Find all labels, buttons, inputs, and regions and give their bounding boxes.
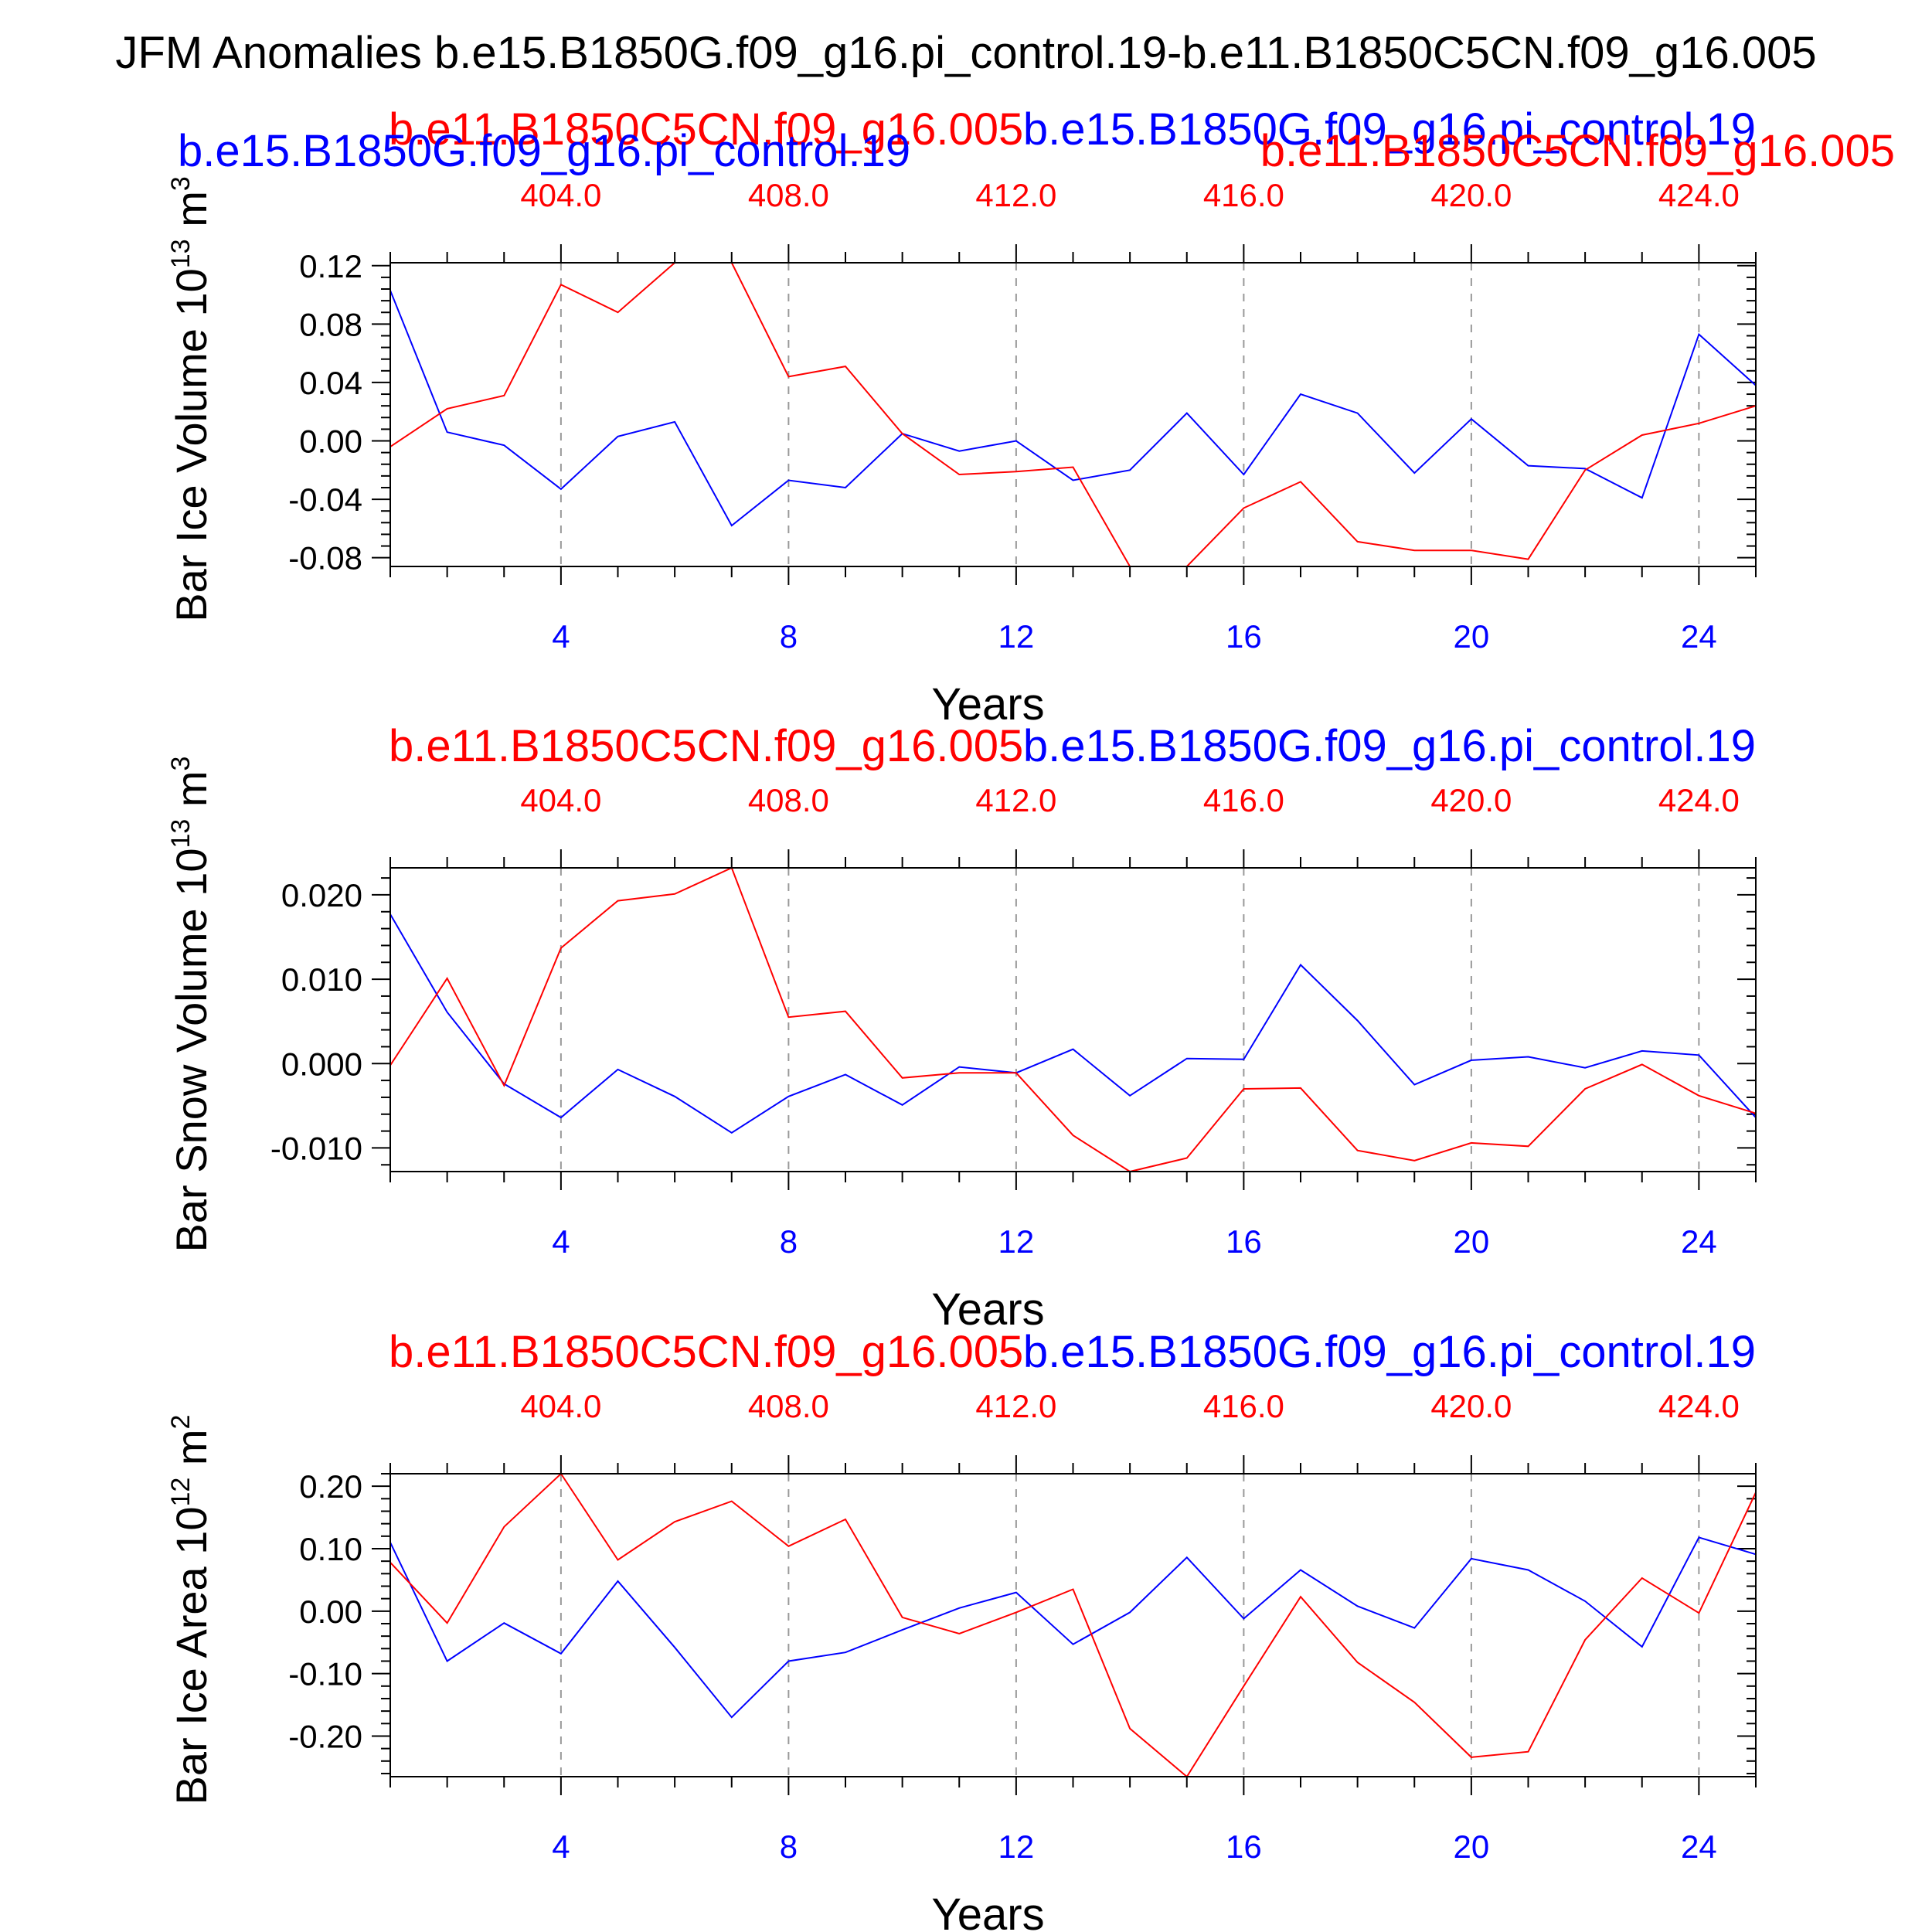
x-tick-label: 4 xyxy=(552,1223,570,1260)
y-axis-title: Bar Snow Volume 1013 m3 xyxy=(166,757,216,1253)
series-label-a-left: b.e15.B1850G.f09_g16.pi_control.19 xyxy=(178,126,910,176)
top-tick-label: 420.0 xyxy=(1430,1388,1512,1424)
plot-frame xyxy=(389,867,1757,1172)
y-tick-label: 0.020 xyxy=(281,877,362,913)
x-tick-label: 12 xyxy=(998,1223,1035,1260)
series-line-1 xyxy=(389,866,1757,1173)
series-line-0 xyxy=(389,913,1757,1134)
y-axis-title-part: Bar Ice Area 10 xyxy=(167,1506,216,1804)
series-label-a: b.e15.B1850G.f09_g16.pi_control.19 xyxy=(1023,721,1756,771)
x-tick-label: 20 xyxy=(1454,1828,1490,1865)
y-tick-label: -0.010 xyxy=(270,1130,362,1166)
x-tick-label: 20 xyxy=(1454,1223,1490,1260)
y-axis-title: Bar Ice Volume 1013 m3 xyxy=(166,176,216,622)
y-tick-label: 0.04 xyxy=(299,365,362,401)
x-tick-label: 12 xyxy=(998,618,1035,655)
y-axis-title-part: Bar Ice Volume 10 xyxy=(167,268,216,622)
series-line-1 xyxy=(389,1472,1757,1778)
series-label-b: b.e11.B1850C5CN.f09_g16.005 xyxy=(389,104,1023,155)
y-tick-label: 0.00 xyxy=(299,1594,362,1630)
series-line-0 xyxy=(389,1536,1757,1719)
x-tick-label: 8 xyxy=(780,618,798,655)
y-axis-title-part: Bar Snow Volume 10 xyxy=(167,848,216,1252)
x-tick-label: 24 xyxy=(1681,618,1717,655)
series-label-b: b.e11.B1850C5CN.f09_g16.005 xyxy=(389,1327,1023,1377)
y-axis-title-superscript: 12 xyxy=(166,1478,196,1507)
y-tick-label: 0.12 xyxy=(299,248,362,284)
y-axis-title-superscript: 3 xyxy=(166,176,196,191)
y-tick-label: 0.010 xyxy=(281,961,362,998)
top-tick-label: 408.0 xyxy=(748,1388,829,1424)
x-tick-label: 24 xyxy=(1681,1828,1717,1865)
series-label-a: b.e15.B1850G.f09_g16.pi_control.19 xyxy=(1023,104,1756,155)
top-tick-label: 408.0 xyxy=(748,177,829,213)
plot-frame xyxy=(389,1473,1757,1777)
panel-bar-snow-volume: -0.010 0.000 0.010 0.020 4 8 12 16 20 24 404.0 408.… xyxy=(166,721,1757,1335)
y-axis-title-superscript: 3 xyxy=(166,757,196,771)
y-axis-title: Bar Ice Area 1012 m2 xyxy=(166,1415,216,1805)
y-tick-label: 0.20 xyxy=(299,1468,362,1505)
y-tick-label: 0.08 xyxy=(299,306,362,342)
y-tick-label: -0.08 xyxy=(288,540,362,577)
x-tick-label: 16 xyxy=(1226,1223,1262,1260)
panel-bar-ice-area: -0.20 -0.10 0.00 0.10 0.20 4 8 12 16 20 24 404.0 408… xyxy=(166,1327,1757,1932)
series-line-0 xyxy=(389,290,1757,527)
panel-bar-ice-volume: -0.08 -0.04 0.00 0.04 0.08 0.12 4 8 12 16 20 24 404.… xyxy=(166,104,1895,730)
y-axis-title-superscript: 13 xyxy=(166,239,196,268)
y-tick-label: -0.10 xyxy=(288,1656,362,1692)
x-axis-title: Years xyxy=(931,1284,1044,1335)
y-tick-label: 0.10 xyxy=(299,1531,362,1567)
x-tick-label: 16 xyxy=(1226,618,1262,655)
y-axis-title-part: m xyxy=(167,191,216,239)
x-tick-label: 24 xyxy=(1681,1223,1717,1260)
figure-title: JFM Anomalies b.e15.B1850G.f09_g16.pi_co… xyxy=(115,28,1816,78)
plot-frame xyxy=(389,262,1757,567)
y-tick-label: -0.04 xyxy=(288,481,362,518)
y-axis-title-part: m xyxy=(167,1429,216,1477)
x-axis-title: Years xyxy=(931,1889,1044,1932)
series-line-1 xyxy=(389,262,1757,567)
top-tick-label: 420.0 xyxy=(1430,177,1512,213)
top-tick-label: 412.0 xyxy=(975,1388,1056,1424)
y-tick-label: 0.000 xyxy=(281,1046,362,1082)
y-tick-label: 0.00 xyxy=(299,423,362,460)
top-tick-label: 404.0 xyxy=(520,782,601,818)
top-tick-label: 416.0 xyxy=(1203,177,1284,213)
y-axis-title-part: m xyxy=(167,770,216,818)
top-tick-label: 420.0 xyxy=(1430,782,1512,818)
x-tick-label: 8 xyxy=(780,1223,798,1260)
top-tick-label: 416.0 xyxy=(1203,1388,1284,1424)
top-tick-label: 416.0 xyxy=(1203,782,1284,818)
top-tick-label: 424.0 xyxy=(1658,177,1740,213)
series-label-b-right: b.e11.B1850C5CN.f09_g16.005 xyxy=(1260,126,1895,176)
series-label-a: b.e15.B1850G.f09_g16.pi_control.19 xyxy=(1023,1327,1756,1377)
top-tick-label: 424.0 xyxy=(1658,782,1740,818)
top-tick-label: 424.0 xyxy=(1658,1388,1740,1424)
top-tick-label: 404.0 xyxy=(520,1388,601,1424)
x-tick-label: 8 xyxy=(780,1828,798,1865)
x-tick-label: 20 xyxy=(1454,618,1490,655)
y-axis-title-superscript: 13 xyxy=(166,819,196,849)
x-tick-label: 16 xyxy=(1226,1828,1262,1865)
top-tick-label: 412.0 xyxy=(975,782,1056,818)
top-tick-label: 408.0 xyxy=(748,782,829,818)
y-tick-label: -0.20 xyxy=(288,1718,362,1754)
x-axis-title: Years xyxy=(931,679,1044,730)
y-axis-title-superscript: 2 xyxy=(166,1415,196,1430)
top-tick-label: 404.0 xyxy=(520,177,601,213)
x-tick-label: 4 xyxy=(552,1828,570,1865)
x-tick-label: 4 xyxy=(552,618,570,655)
top-tick-label: 412.0 xyxy=(975,177,1056,213)
series-label-b: b.e11.B1850C5CN.f09_g16.005 xyxy=(389,721,1023,771)
x-tick-label: 12 xyxy=(998,1828,1035,1865)
